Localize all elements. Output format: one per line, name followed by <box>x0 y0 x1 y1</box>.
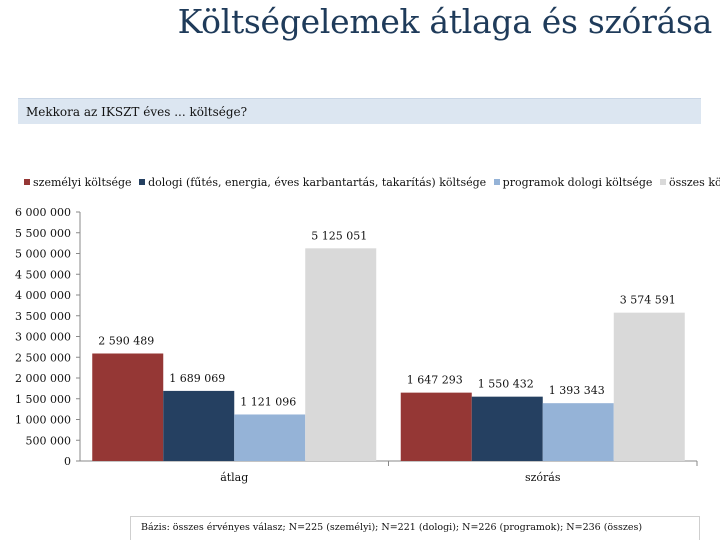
chart-legend: személyi költsége dologi (fűtés, energia… <box>24 176 720 189</box>
footnote: Bázis: összes érvényes válasz; N=225 (sz… <box>130 516 700 540</box>
legend-item-personal: személyi költsége <box>24 176 132 189</box>
bar <box>163 390 235 461</box>
legend-label-material: dologi (fűtés, energia, éves karbantartá… <box>148 176 487 189</box>
legend-swatch-programs <box>493 179 500 185</box>
data-label: 1 689 069 <box>169 372 225 385</box>
y-tick-label: 3 500 000 <box>15 310 71 323</box>
x-tick-label: szórás <box>525 471 561 484</box>
data-label: 1 550 432 <box>478 378 534 391</box>
legend-swatch-personal <box>24 179 30 185</box>
legend-item-material: dologi (fűtés, energia, éves karbantartá… <box>139 176 486 189</box>
legend-label-total: összes költség <box>668 176 720 189</box>
y-tick-label: 4 000 000 <box>15 289 71 302</box>
y-tick-label: 2 500 000 <box>15 351 71 364</box>
data-label: 1 647 293 <box>407 374 463 387</box>
bar <box>305 248 377 461</box>
y-tick-label: 5 500 000 <box>15 227 71 240</box>
data-label: 1 121 096 <box>240 395 296 408</box>
y-tick-label: 1 500 000 <box>15 393 71 406</box>
data-label: 5 125 051 <box>311 229 367 242</box>
data-label: 2 590 489 <box>98 334 154 347</box>
bar <box>92 353 164 461</box>
legend-swatch-material <box>139 179 146 185</box>
y-tick-label: 3 000 000 <box>15 331 71 344</box>
legend-item-total: összes költség <box>659 176 720 189</box>
bar <box>400 392 472 461</box>
question-bar: Mekkora az IKSZT éves ... költsége? <box>18 98 701 124</box>
bar <box>471 396 543 461</box>
y-tick-label: 2 000 000 <box>15 372 71 385</box>
bar <box>234 414 306 461</box>
data-label: 1 393 343 <box>549 384 605 397</box>
legend-label-personal: személyi költsége <box>33 176 132 189</box>
y-tick-label: 1 000 000 <box>15 414 71 427</box>
page-title: Költségelemek átlaga és szórása <box>177 2 713 41</box>
legend-swatch-total <box>659 179 666 185</box>
bar <box>542 403 614 461</box>
legend-label-programs: programok dologi költsége <box>502 176 653 189</box>
y-tick-label: 6 000 000 <box>15 206 71 219</box>
y-tick-label: 5 000 000 <box>15 248 71 261</box>
y-tick-label: 500 000 <box>26 434 72 447</box>
y-tick-label: 4 500 000 <box>15 268 71 281</box>
legend-item-programs: programok dologi költsége <box>493 176 653 189</box>
x-tick-label: átlag <box>220 471 248 484</box>
y-tick-label: 0 <box>64 455 71 468</box>
data-label: 3 574 591 <box>620 294 676 307</box>
bar <box>613 312 685 461</box>
